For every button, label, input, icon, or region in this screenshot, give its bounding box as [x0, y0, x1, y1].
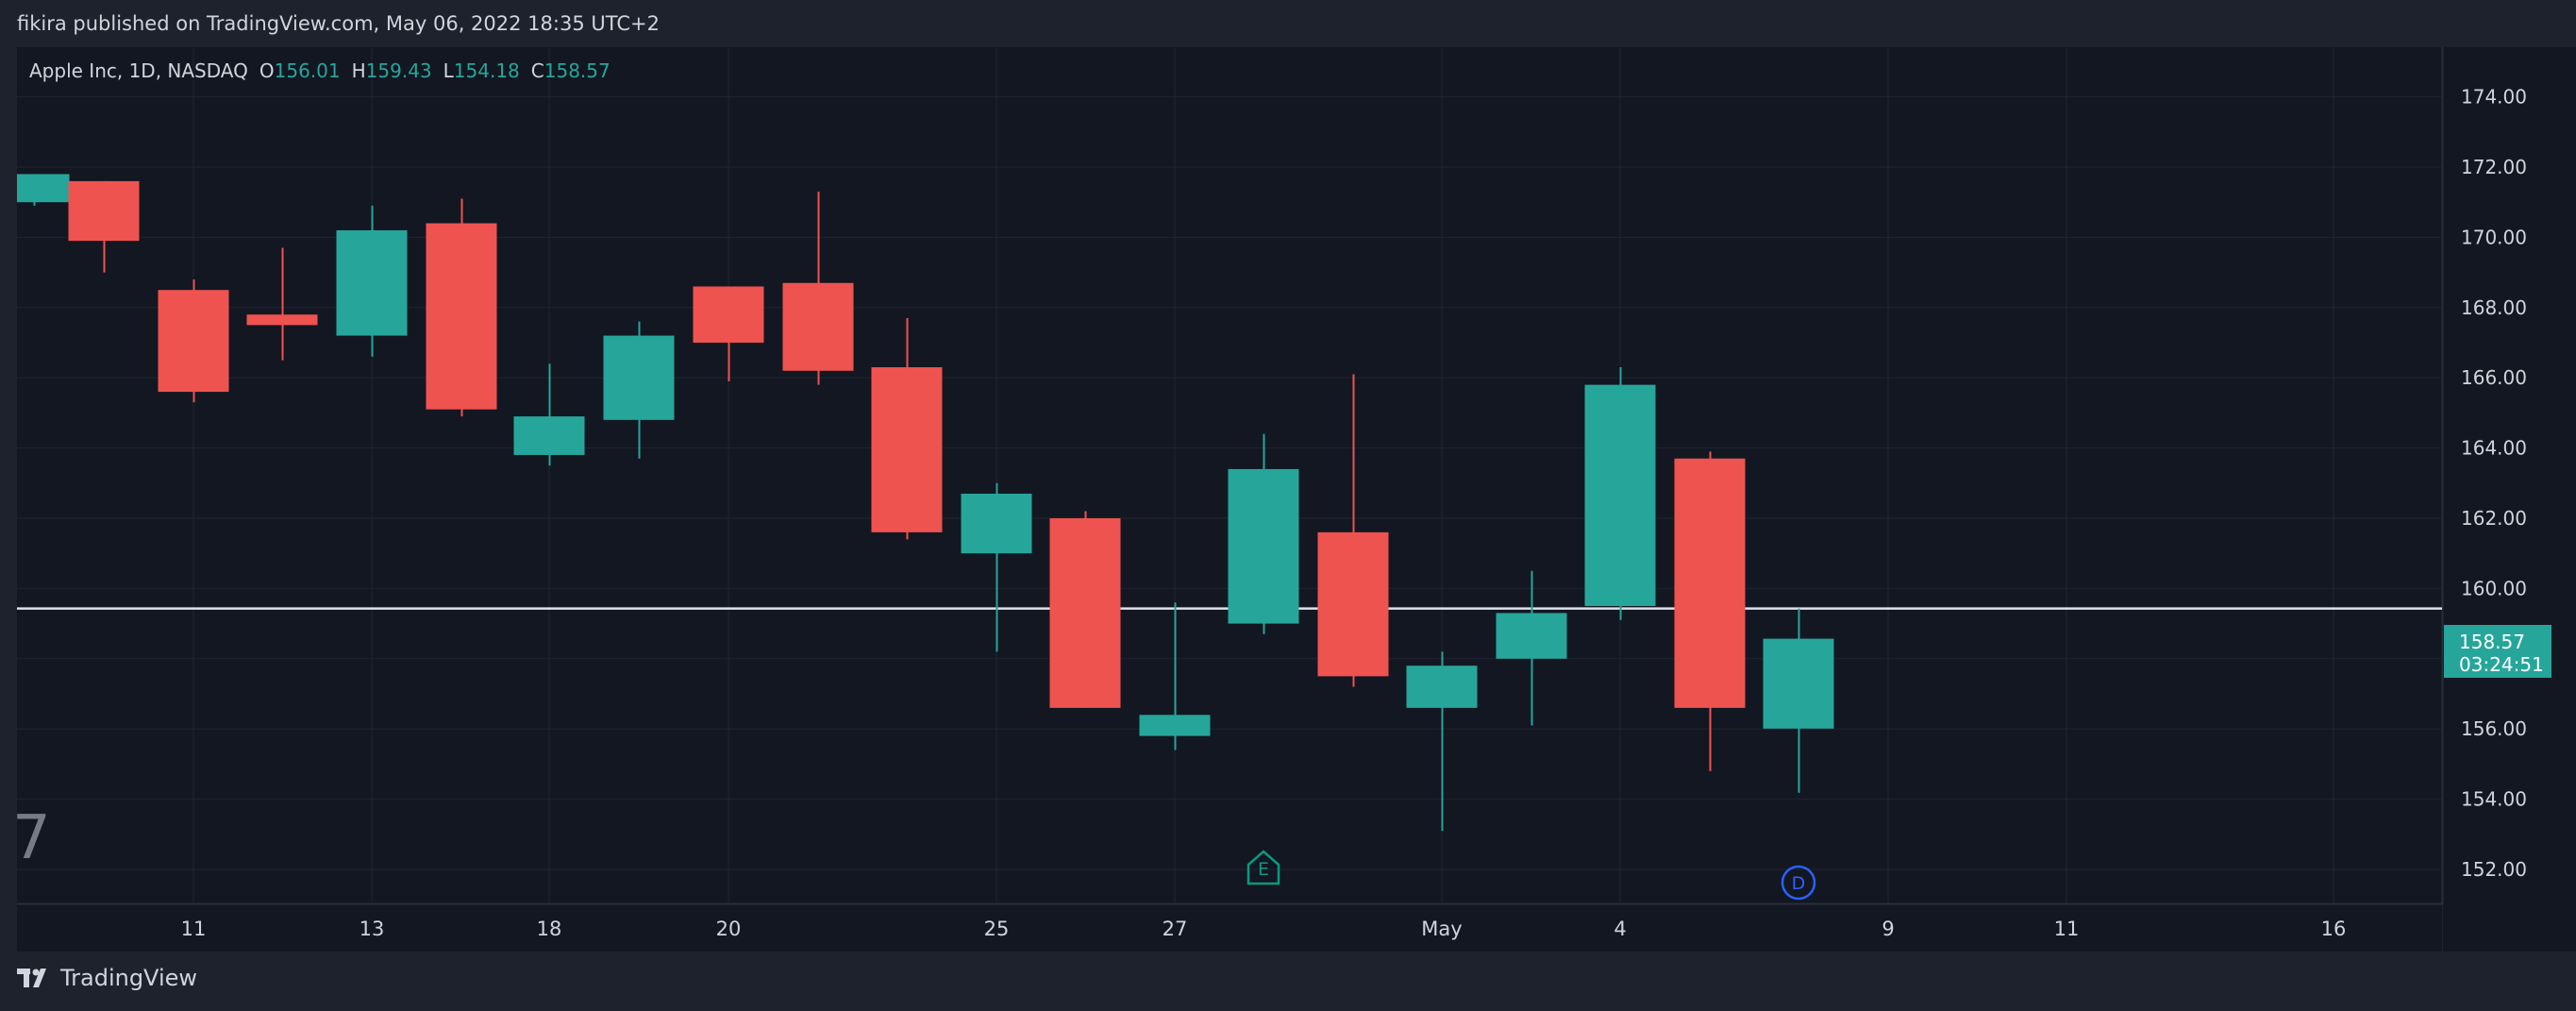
- candle-body: [871, 367, 943, 532]
- candle-body: [1674, 458, 1746, 708]
- candle: [17, 174, 70, 206]
- candle-body: [426, 223, 497, 410]
- price-tick-label: 162.00: [2461, 507, 2527, 530]
- price-tick-label: 160.00: [2461, 577, 2527, 599]
- close-label: C: [530, 59, 544, 82]
- candle-body: [17, 174, 70, 203]
- time-tick-label: 16: [2321, 918, 2347, 940]
- candle: [246, 247, 318, 361]
- candle-body: [782, 282, 854, 371]
- candle: [1406, 651, 1478, 832]
- symbol-title: Apple Inc, 1D, NASDAQ: [29, 59, 248, 82]
- candle-body: [336, 229, 408, 336]
- candle: [426, 198, 497, 417]
- candle-body: [513, 416, 585, 456]
- time-tick-label: 18: [537, 918, 562, 940]
- candle-body: [68, 180, 140, 242]
- candle-body: [1584, 384, 1656, 606]
- chart-number-badge: 7: [12, 803, 51, 873]
- time-tick-label: 20: [716, 918, 742, 940]
- time-tick-label: 13: [360, 918, 385, 940]
- price-tick-label: 152.00: [2461, 858, 2527, 881]
- candle: [1139, 602, 1211, 750]
- candle: [1763, 608, 1834, 793]
- earnings-icon: [1246, 850, 1280, 885]
- candle: [782, 192, 854, 385]
- bar-countdown: 03:24:51: [2459, 653, 2544, 676]
- candle: [961, 482, 1032, 652]
- candle-body: [1228, 468, 1299, 624]
- publish-header: fikira published on TradingView.com, May…: [0, 0, 2576, 47]
- symbol-legend[interactable]: Apple Inc, 1D, NASDAQ O156.01 H159.43 L154.…: [29, 59, 611, 82]
- price-tick-label: 174.00: [2461, 86, 2527, 109]
- earnings-event-marker: E: [1246, 850, 1280, 885]
- price-tick-label: 166.00: [2461, 366, 2527, 389]
- candle-body: [1406, 666, 1478, 708]
- candlestick-chart[interactable]: 152.00154.00156.00158.00160.00162.00164.…: [0, 0, 2576, 952]
- candle: [1584, 367, 1656, 620]
- time-tick-label: 27: [1163, 918, 1188, 940]
- dividend-icon: [1781, 865, 1816, 901]
- candle: [693, 286, 764, 381]
- candle-body: [1139, 715, 1211, 736]
- candle: [1049, 511, 1121, 708]
- earnings-label: E: [1258, 859, 1269, 880]
- candle-body: [1496, 613, 1567, 659]
- open-value: 156.01: [274, 59, 341, 82]
- candle: [1496, 570, 1567, 726]
- event-markers: ED: [1246, 850, 1816, 901]
- candle: [336, 205, 408, 357]
- candle: [871, 317, 943, 540]
- candle-body: [961, 493, 1032, 554]
- price-tick-label: 170.00: [2461, 226, 2527, 248]
- candle-body: [158, 290, 229, 393]
- tradingview-logo[interactable]: TradingView: [17, 965, 197, 991]
- price-axis-labels: 152.00154.00156.00158.00160.00162.00164.…: [2461, 86, 2527, 881]
- low-value: 154.18: [453, 59, 520, 82]
- candle-body: [246, 314, 318, 326]
- time-tick-label: 25: [984, 918, 1010, 940]
- time-tick-label: 4: [1614, 918, 1626, 940]
- price-axis-pane[interactable]: [2443, 47, 2576, 952]
- tradingview-brand: TradingView: [60, 965, 198, 991]
- last-price-tag: 158.57 03:24:51: [2444, 625, 2551, 678]
- candle-body: [1049, 518, 1121, 708]
- time-tick-label: 9: [1882, 918, 1894, 940]
- dividend-event-marker: D: [1781, 865, 1816, 901]
- candle-body: [1317, 531, 1389, 677]
- high-label: H: [351, 59, 366, 82]
- last-price-value: 158.57: [2459, 631, 2525, 653]
- candle: [68, 180, 140, 273]
- close-value: 158.57: [544, 59, 611, 82]
- candle-body: [693, 286, 764, 343]
- open-label: O: [259, 59, 275, 82]
- dividend-label: D: [1792, 873, 1806, 894]
- time-axis-labels: 11 13 18 20 25 27 May 4 9 11 16: [181, 918, 2347, 940]
- candle-body: [1763, 638, 1834, 729]
- price-tick-label: 156.00: [2461, 717, 2527, 740]
- price-tick-label: 168.00: [2461, 296, 2527, 319]
- price-tick-label: 172.00: [2461, 156, 2527, 178]
- footer-bar: TradingView: [0, 952, 2576, 1011]
- publish-info-text: fikira published on TradingView.com, May…: [17, 12, 660, 35]
- time-tick-label: May: [1421, 918, 1462, 940]
- candle: [1228, 433, 1299, 634]
- time-tick-label: 11: [2054, 918, 2080, 940]
- candle: [1317, 374, 1389, 687]
- candle: [158, 279, 229, 403]
- candle: [603, 321, 675, 459]
- tradingview-logo-icon: [17, 965, 53, 991]
- grid-lines: [17, 47, 2442, 903]
- candle: [1674, 451, 1746, 771]
- candle-body: [603, 335, 675, 420]
- low-label: L: [443, 59, 454, 82]
- price-tick-label: 164.00: [2461, 437, 2527, 460]
- high-value: 159.43: [365, 59, 432, 82]
- time-tick-label: 11: [181, 918, 207, 940]
- price-tick-label: 154.00: [2461, 788, 2527, 811]
- candle: [513, 363, 585, 466]
- candles-layer: [17, 174, 1834, 832]
- last-price-tag-bg: [2444, 625, 2551, 678]
